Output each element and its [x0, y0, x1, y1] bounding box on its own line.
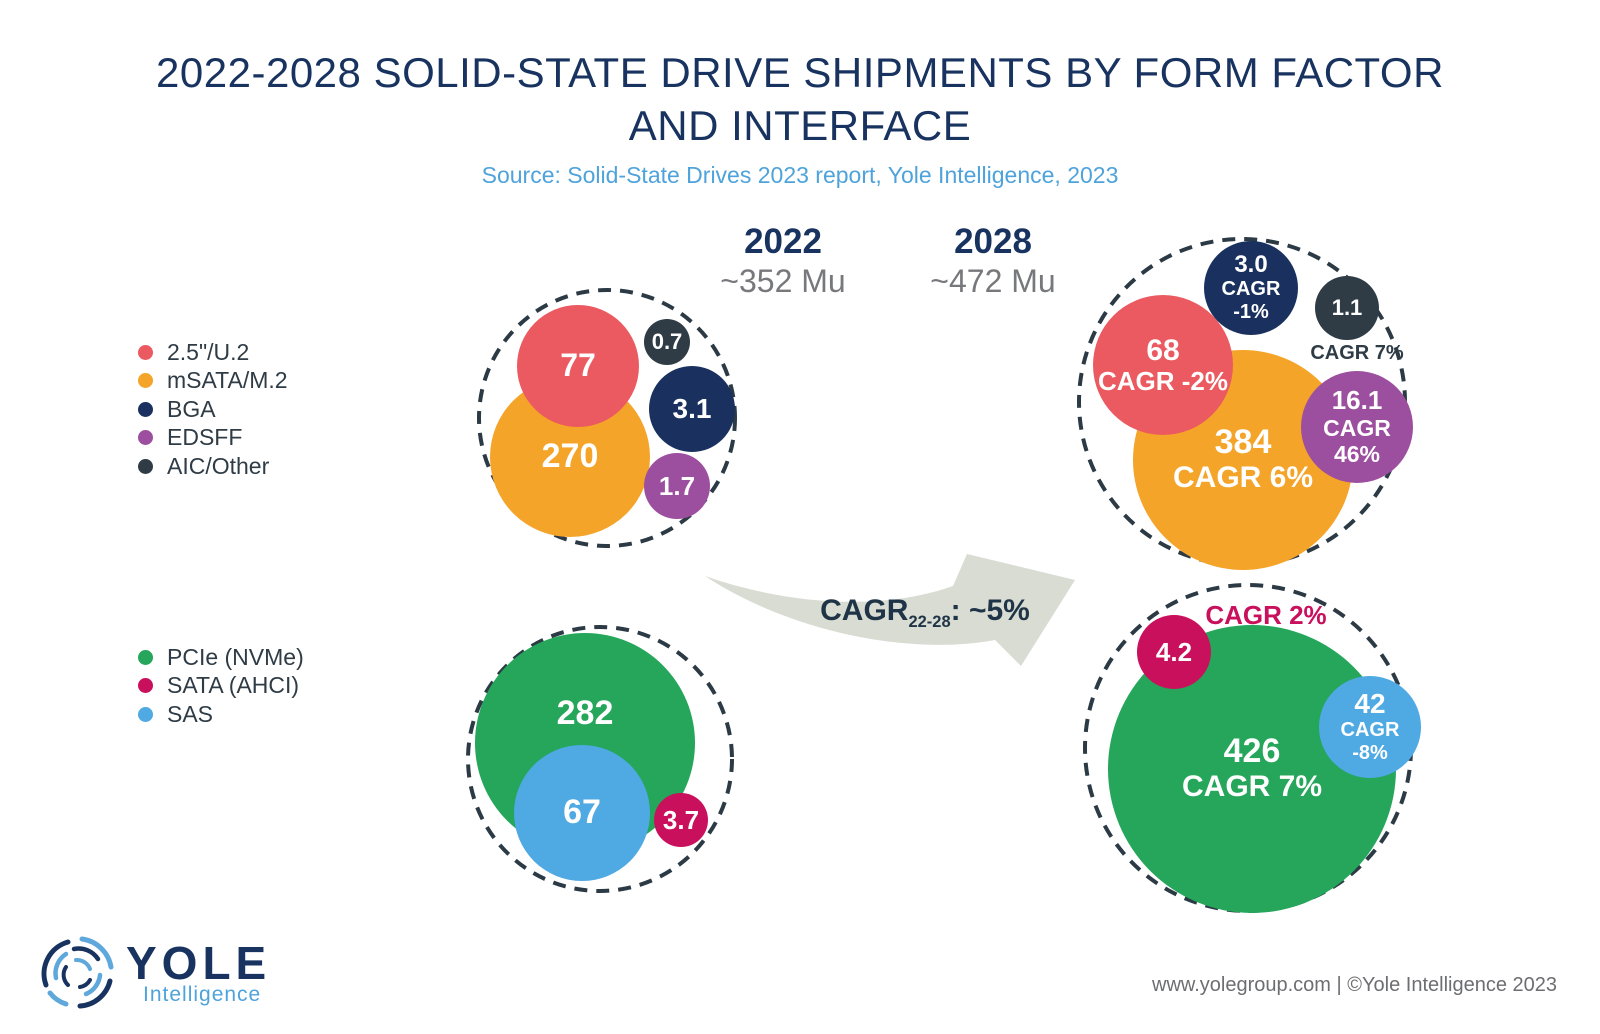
- growth-arrow-icon: [705, 554, 1075, 666]
- legend-bullet-orange: [138, 373, 153, 389]
- bubble-bga-2022: 3.1: [649, 366, 735, 452]
- bubble-aic-2022: 0.7: [644, 319, 690, 365]
- bubble-value: 1.7: [658, 470, 696, 501]
- legend-label: AIC/Other: [167, 452, 270, 479]
- bubble-value: 1.1: [1331, 294, 1363, 320]
- bubble-sas-2028: 42 CAGR -8%: [1319, 676, 1421, 778]
- bubble-value: 282: [556, 694, 614, 732]
- bubble-cagr: CAGR 6%: [1172, 461, 1314, 495]
- bubble-bga-2028: 3.0 CAGR -1%: [1204, 241, 1298, 335]
- legend-form-factor: 2.5"/U.2 mSATA/M.2 BGA EDSFF AIC/Other: [138, 338, 288, 481]
- total-2022-label: ~352 Mu: [720, 262, 846, 299]
- legend-interface: PCIe (NVMe) SATA (AHCI) SAS: [138, 643, 304, 729]
- legend-label: mSATA/M.2: [167, 367, 288, 394]
- bubble-value: 3.7: [662, 804, 700, 835]
- legend-label: 2.5"/U.2: [167, 338, 250, 365]
- year-2028-label: 2028: [954, 222, 1032, 261]
- legend-label: PCIe (NVMe): [167, 643, 304, 670]
- page-title: 2022-2028 SOLID-STATE DRIVE SHIPMENTS BY…: [0, 46, 1600, 152]
- bubble-sata-2022: 3.7: [654, 793, 708, 847]
- bubble-sas-2022: 67: [514, 745, 650, 881]
- bubble-value: 0.7: [651, 328, 683, 354]
- brand-name: YOLE: [126, 937, 272, 989]
- bubble-edsff-2028: 16.1 CAGR 46%: [1301, 371, 1413, 483]
- legend-item-bga: BGA: [138, 395, 288, 424]
- bubble-value: 426: [1223, 732, 1281, 771]
- cagr-subscript: 22-28: [908, 613, 951, 631]
- dashed-ring-icon: [466, 625, 734, 893]
- yole-logo-icon: [41, 936, 114, 1009]
- legend-item-2-5-u2: 2.5"/U.2: [138, 338, 288, 367]
- bubble-value: 68: [1146, 333, 1180, 367]
- bubble-edsff-2022: 1.7: [644, 453, 710, 519]
- total-2028-label: ~472 Mu: [930, 262, 1056, 299]
- bubble-cagr: CAGR 7%: [1181, 770, 1323, 804]
- legend-item-sata-ahci: SATA (AHCI): [138, 672, 304, 701]
- bubble-sata-2028: 4.2: [1137, 615, 1211, 689]
- footer-credit: www.yolegroup.com | ©Yole Intelligence 2…: [1152, 974, 1557, 996]
- legend-item-pcie-nvme: PCIe (NVMe): [138, 643, 304, 672]
- source-line: Source: Solid-State Drives 2023 report, …: [481, 162, 1119, 188]
- legend-bullet-green: [138, 649, 153, 665]
- legend-item-msata-m2: mSATA/M.2: [138, 367, 288, 396]
- legend-bullet-crimson: [138, 678, 153, 694]
- bubble-aic-2028: 1.1: [1315, 276, 1379, 340]
- page-title-line1: 2022-2028 SOLID-STATE DRIVE SHIPMENTS BY…: [156, 49, 1444, 96]
- legend-item-edsff: EDSFF: [138, 424, 288, 453]
- cluster-interface-2028: 426 CAGR 7% 4.2 42 CAGR -8% CAGR 2%: [1080, 580, 1421, 920]
- bubble-value: 67: [563, 793, 601, 832]
- legend-bullet-red: [138, 344, 153, 360]
- page-title-line2: AND INTERFACE: [628, 102, 972, 149]
- brand-subtitle: Intelligence: [143, 983, 262, 1006]
- bubble-25u2-2028: 68 CAGR -2%: [1093, 295, 1233, 435]
- bubble-cagr: CAGR -8%: [1340, 719, 1400, 765]
- legend-bullet-lightblue: [138, 706, 153, 722]
- cluster-interface-2022: 282 67 3.7: [460, 620, 740, 900]
- overall-cagr-label: CAGR22-28: ~5%: [805, 594, 1045, 632]
- cluster-form-factor-2028: 384 CAGR 6% 68 CAGR -2% 3.0 CAGR -1% 16.…: [1070, 230, 1416, 576]
- dashed-ring-icon: [477, 288, 737, 548]
- bubble-value: 16.1: [1331, 385, 1383, 416]
- bubble-25u2-2022: 77: [517, 305, 639, 427]
- bubble-value: 42: [1354, 687, 1386, 719]
- bubble-cagr: CAGR 46%: [1323, 414, 1391, 468]
- legend-label: SAS: [167, 700, 214, 727]
- bubble-value: 3.0: [1234, 250, 1268, 278]
- legend-bullet-slate: [138, 458, 153, 474]
- cagr-value: : ~5%: [950, 594, 1030, 627]
- legend-bullet-navy: [138, 401, 153, 417]
- legend-item-sas: SAS: [138, 700, 304, 729]
- cagr-prefix: CAGR: [820, 594, 909, 627]
- bubble-cagr: CAGR -2%: [1097, 365, 1228, 396]
- bubble-value: 4.2: [1155, 636, 1193, 667]
- column-header-2022: 2022 ~352 Mu: [678, 222, 888, 299]
- bubble-value: 270: [541, 437, 599, 476]
- bubble-value: 77: [560, 347, 596, 384]
- cluster-form-factor-2022: 270 77 3.1 1.7 0.7: [470, 280, 750, 560]
- legend-item-aic-other: AIC/Other: [138, 452, 288, 481]
- legend-bullet-purple: [138, 430, 153, 446]
- legend-label: SATA (AHCI): [167, 672, 300, 699]
- aic-cagr-outside-label: CAGR 7%: [1310, 342, 1404, 364]
- bubble-value: 3.1: [672, 392, 712, 424]
- legend-label: BGA: [167, 395, 216, 422]
- year-2022-label: 2022: [744, 222, 822, 261]
- bubble-cagr: CAGR -1%: [1221, 278, 1281, 324]
- column-header-2028: 2028 ~472 Mu: [888, 222, 1098, 299]
- bubble-value: 384: [1214, 423, 1272, 462]
- legend-label: EDSFF: [167, 424, 243, 451]
